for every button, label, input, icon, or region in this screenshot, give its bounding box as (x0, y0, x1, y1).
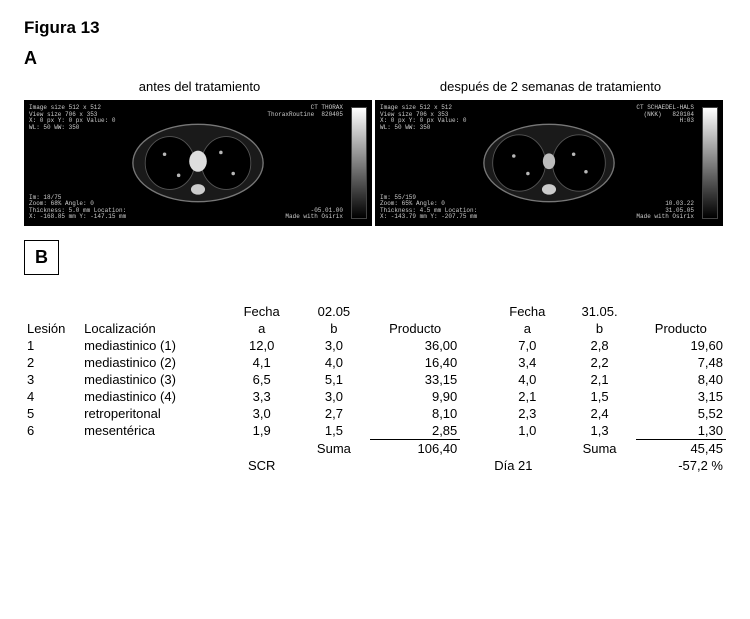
cell-p1: 16,40 (370, 354, 460, 371)
caption-before: antes del tratamiento (24, 79, 375, 94)
lesion-table: Fecha 02.05 Fecha 31.05. Lesión Localiza… (24, 303, 726, 474)
ct-overlay-tr: CT THORAX ThoraxRoutine 820405 (267, 105, 343, 118)
cell-b1: 1,5 (298, 422, 370, 440)
cell-a2: 7,0 (491, 337, 563, 354)
intensity-strip-icon (702, 107, 718, 219)
scr-day: Día 21 (491, 457, 635, 474)
ct-overlay-tl: Image size 512 x 512 View size 706 x 353… (29, 105, 115, 131)
cell-loc: retroperitonal (81, 405, 225, 422)
sum-label: Suma (298, 440, 370, 458)
cell-a1: 3,3 (226, 388, 298, 405)
ct-before-image: Image size 512 x 512 View size 706 x 353… (24, 100, 372, 226)
panel-a-letter: A (24, 48, 726, 69)
hdr-b: b (563, 320, 635, 337)
cell-p1: 8,10 (370, 405, 460, 422)
ct-overlay-tr: CT SCHAEDEL-HALS (NKK) 820104 H:03 (636, 105, 694, 125)
cell-n: 6 (24, 422, 81, 440)
cell-n: 3 (24, 371, 81, 388)
date-row: Fecha 02.05 Fecha 31.05. (24, 303, 726, 320)
table-row: 1mediastinico (1)12,03,036,00 7,02,819,60 (24, 337, 726, 354)
hdr-b: b (298, 320, 370, 337)
cell-a2: 2,1 (491, 388, 563, 405)
panel-b-letter: B (24, 240, 59, 275)
cell-a2: 2,3 (491, 405, 563, 422)
cell-b2: 1,3 (563, 422, 635, 440)
caption-after: después de 2 semanas de tratamiento (375, 79, 726, 94)
cell-b1: 4,0 (298, 354, 370, 371)
cell-p2: 3,15 (636, 388, 726, 405)
ct-after-image: Image size 512 x 512 View size 706 x 353… (375, 100, 723, 226)
cell-a1: 6,5 (226, 371, 298, 388)
cell-loc: mesentérica (81, 422, 225, 440)
cell-p2: 8,40 (636, 371, 726, 388)
hdr-prod: Producto (636, 320, 726, 337)
cell-p2: 7,48 (636, 354, 726, 371)
table-row: 5retroperitonal3,02,78,10 2,32,45,52 (24, 405, 726, 422)
cell-a1: 1,9 (226, 422, 298, 440)
hdr-fecha: Fecha (226, 303, 298, 320)
sum1: 106,40 (370, 440, 460, 458)
cell-b1: 3,0 (298, 388, 370, 405)
cell-a1: 4,1 (226, 354, 298, 371)
cell-a2: 4,0 (491, 371, 563, 388)
cell-p2: 1,30 (636, 422, 726, 440)
cell-n: 2 (24, 354, 81, 371)
scr-row: SCR Día 21 -57,2 % (24, 457, 726, 474)
ct-overlay-bl: Im: 18/75 Zoom: 68% Angle: 0 Thickness: … (29, 195, 126, 221)
table-row: 2mediastinico (2)4,14,016,40 3,42,27,48 (24, 354, 726, 371)
cell-a2: 1,0 (491, 422, 563, 440)
ct-overlay-br: -05.01.00 Made with Osirix (285, 208, 343, 221)
scr-label: SCR (226, 457, 298, 474)
sum2: 45,45 (636, 440, 726, 458)
cell-p1: 33,15 (370, 371, 460, 388)
cell-loc: mediastinico (2) (81, 354, 225, 371)
ct-overlay-br: 10.03.22 31.05.05 Made with Osirix (636, 201, 694, 221)
cell-b2: 2,2 (563, 354, 635, 371)
header-row: Lesión Localización a b Producto a b Pro… (24, 320, 726, 337)
ct-overlay-tl: Image size 512 x 512 View size 706 x 353… (380, 105, 466, 131)
cell-b2: 2,1 (563, 371, 635, 388)
hdr-a: a (491, 320, 563, 337)
ct-image-row: antes del tratamiento Image size 512 x 5… (24, 79, 726, 226)
scr-value: -57,2 % (636, 457, 726, 474)
hdr-date2: 31.05. (563, 303, 635, 320)
hdr-prod: Producto (370, 320, 460, 337)
cell-p2: 19,60 (636, 337, 726, 354)
cell-loc: mediastinico (3) (81, 371, 225, 388)
ct-scan-thorax-icon (123, 119, 273, 207)
table-row: 4mediastinico (4)3,33,09,90 2,11,53,15 (24, 388, 726, 405)
hdr-date1: 02.05 (298, 303, 370, 320)
cell-b1: 2,7 (298, 405, 370, 422)
hdr-fecha: Fecha (491, 303, 563, 320)
cell-a1: 12,0 (226, 337, 298, 354)
cell-p2: 5,52 (636, 405, 726, 422)
cell-n: 5 (24, 405, 81, 422)
cell-n: 1 (24, 337, 81, 354)
cell-b2: 1,5 (563, 388, 635, 405)
cell-b1: 3,0 (298, 337, 370, 354)
intensity-strip-icon (351, 107, 367, 219)
cell-a2: 3,4 (491, 354, 563, 371)
cell-n: 4 (24, 388, 81, 405)
cell-p1: 36,00 (370, 337, 460, 354)
cell-loc: mediastinico (4) (81, 388, 225, 405)
ct-overlay-bl: Im: 55/159 Zoom: 65% Angle: 0 Thickness:… (380, 195, 477, 221)
ct-scan-thorax-icon (474, 119, 624, 207)
cell-b2: 2,8 (563, 337, 635, 354)
hdr-a: a (226, 320, 298, 337)
cell-p1: 9,90 (370, 388, 460, 405)
sum-label: Suma (563, 440, 635, 458)
hdr-loc: Localización (81, 320, 225, 337)
cell-b2: 2,4 (563, 405, 635, 422)
hdr-lesion: Lesión (24, 320, 81, 337)
table-row: 3mediastinico (3)6,55,133,15 4,02,18,40 (24, 371, 726, 388)
table-row: 6mesentérica1,91,52,85 1,01,31,30 (24, 422, 726, 440)
figure-label: Figura 13 (24, 18, 726, 38)
cell-loc: mediastinico (1) (81, 337, 225, 354)
cell-a1: 3,0 (226, 405, 298, 422)
cell-b1: 5,1 (298, 371, 370, 388)
cell-p1: 2,85 (370, 422, 460, 440)
sum-row: Suma 106,40 Suma 45,45 (24, 440, 726, 458)
